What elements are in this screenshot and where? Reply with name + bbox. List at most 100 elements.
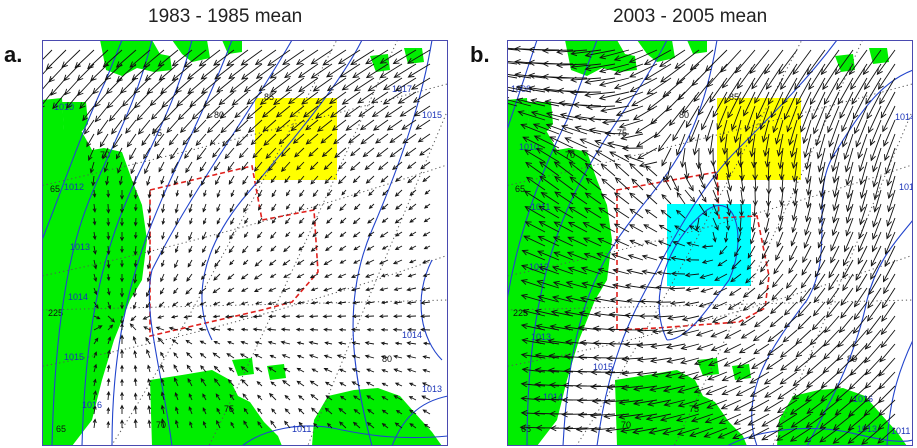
wind-arrow <box>585 77 616 83</box>
wind-arrow-head <box>570 192 577 199</box>
wind-arrow <box>93 273 97 282</box>
wind-arrow-head <box>756 306 763 313</box>
wind-arrow-head <box>423 245 428 250</box>
wind-arrow-head <box>106 209 111 214</box>
wind-arrow <box>333 133 347 145</box>
wind-arrow-head <box>613 55 621 62</box>
wind-arrow <box>195 133 207 146</box>
wind-arrow-head <box>284 178 289 184</box>
wind-arrow <box>160 175 165 184</box>
wind-arrow <box>863 413 882 430</box>
wind-arrow <box>352 381 361 387</box>
isobar-line <box>806 219 913 446</box>
wind-arrow-head <box>886 219 892 227</box>
wind-arrow <box>772 273 784 288</box>
wind-arrow-head <box>802 256 808 264</box>
wind-arrow-head <box>270 381 275 386</box>
wind-arrow-head <box>563 353 571 360</box>
wind-arrow <box>726 217 729 230</box>
wind-arrow-head <box>631 100 639 107</box>
wind-arrow <box>325 342 333 345</box>
wind-arrow-head <box>271 408 276 413</box>
wind-arrow-head <box>778 226 783 233</box>
wind-arrow <box>716 105 728 130</box>
wind-arrow-head <box>843 259 849 267</box>
wind-arrow <box>353 231 361 238</box>
wind-arrow <box>184 315 193 318</box>
wind-arrow <box>367 217 375 224</box>
wind-arrow <box>682 329 700 335</box>
wind-arrow-head <box>106 250 111 256</box>
wind-arrow-head <box>861 438 868 445</box>
graticule-label: 75 <box>617 128 627 138</box>
isobar-label: 1013 <box>531 332 551 342</box>
wind-arrow-head <box>308 340 314 345</box>
wind-arrow <box>835 385 854 402</box>
wind-arrow <box>713 287 728 295</box>
wind-arrow-head <box>242 261 247 266</box>
wind-arrow-head <box>93 277 98 282</box>
wind-arrow-head <box>535 323 543 330</box>
wind-arrow-head <box>129 154 134 161</box>
wind-arrow <box>241 328 249 331</box>
wind-arrow-head <box>747 253 753 259</box>
wind-arrow-head <box>657 240 664 245</box>
wind-arrow <box>380 287 389 291</box>
wind-arrow-head <box>552 265 560 272</box>
wind-arrow-head <box>742 305 749 311</box>
wind-arrow-head <box>188 248 193 254</box>
wind-arrow-head <box>735 390 743 396</box>
wind-arrow <box>525 162 546 177</box>
wind-arrow-head <box>870 259 877 267</box>
wind-arrow-head <box>132 181 137 187</box>
wind-arrow <box>311 245 319 252</box>
wind-arrow-head <box>802 137 809 145</box>
wind-arrow <box>521 279 546 289</box>
wind-arrow <box>536 148 560 163</box>
wind-arrow <box>255 341 263 345</box>
wind-arrow <box>705 413 728 423</box>
wind-arrow-head <box>182 139 188 146</box>
wind-arrow-head <box>752 200 758 207</box>
wind-arrow <box>761 427 784 441</box>
graticule-line <box>307 108 448 446</box>
wind-arrow-head <box>186 364 191 369</box>
wind-arrow-head <box>534 308 542 315</box>
wind-arrow-head <box>222 140 228 147</box>
wind-arrow-head <box>296 165 301 171</box>
wind-arrow <box>823 329 840 347</box>
wind-arrow-head <box>751 363 758 370</box>
wind-arrow <box>202 245 207 253</box>
wind-arrow <box>818 231 826 248</box>
wind-arrow-head <box>174 263 178 269</box>
wind-arrow-head <box>273 98 280 106</box>
wind-arrow <box>162 203 165 213</box>
wind-arrow <box>312 231 319 237</box>
wind-arrow <box>407 301 417 304</box>
wind-arrow <box>554 251 574 261</box>
wind-arrow <box>107 365 110 373</box>
wind-arrow-head <box>199 340 204 345</box>
wind-arrow-head <box>198 60 206 67</box>
wind-arrow <box>651 343 672 348</box>
wind-arrow-head <box>252 327 258 332</box>
wind-arrow <box>242 393 249 401</box>
wind-arrow <box>120 77 137 94</box>
wind-arrow-head <box>514 58 521 65</box>
wind-arrow <box>325 245 333 251</box>
wind-arrow-head <box>778 67 785 75</box>
wind-arrow <box>776 231 784 247</box>
wind-arrow <box>308 147 319 157</box>
wind-arrow-head <box>525 176 533 183</box>
wind-arrow-head <box>364 341 370 346</box>
wind-arrow-head <box>772 126 779 134</box>
wind-arrow <box>173 352 179 359</box>
wind-arrow-head <box>780 83 787 91</box>
wind-arrow <box>817 133 826 159</box>
wind-arrow <box>383 91 403 105</box>
wind-arrow-head <box>577 354 585 361</box>
wind-arrow <box>380 231 389 238</box>
wind-arrow-head <box>841 140 848 148</box>
wind-arrow <box>339 368 347 373</box>
wind-arrow <box>709 133 714 155</box>
